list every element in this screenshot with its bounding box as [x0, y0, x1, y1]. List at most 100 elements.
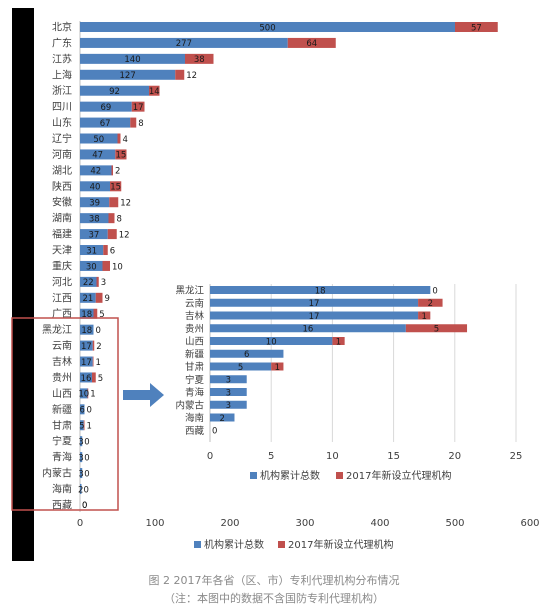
- category-label: 内蒙古: [42, 467, 72, 480]
- data-label-cumulative: 21: [82, 294, 93, 304]
- data-label-cumulative: 0: [212, 427, 217, 437]
- bar-cumulative: [80, 165, 112, 176]
- category-label: 内蒙古: [175, 399, 204, 411]
- bar-new-2017: [93, 308, 98, 319]
- data-label-cumulative: 500: [259, 23, 275, 33]
- bar-cumulative: [80, 483, 82, 494]
- bar-new-2017: [175, 69, 185, 80]
- data-label-cumulative: 2: [220, 414, 225, 424]
- category-label: 云南: [185, 297, 204, 309]
- data-label-new-2017: 38: [194, 55, 205, 65]
- bar-new-2017: [107, 229, 117, 240]
- bar-cumulative: [80, 388, 88, 399]
- data-label-cumulative: 17: [309, 312, 320, 322]
- data-label-cumulative: 2: [78, 485, 83, 495]
- data-label-new-2017: 12: [120, 199, 131, 209]
- bar-cumulative: [80, 436, 83, 447]
- legend-swatch-cumulative: [250, 472, 257, 479]
- bar-cumulative: [210, 400, 247, 409]
- data-label-cumulative: 16: [303, 325, 314, 335]
- category-label: 上海: [52, 68, 72, 81]
- bar-new-2017: [117, 133, 121, 144]
- data-label-cumulative: 3: [78, 469, 83, 479]
- data-label-cumulative: 69: [100, 103, 111, 113]
- data-label-cumulative: 18: [81, 326, 92, 336]
- data-label-cumulative: 22: [83, 278, 94, 288]
- bar-cumulative: [210, 375, 247, 384]
- category-label: 宁夏: [185, 374, 205, 386]
- data-label-new-2017: 57: [471, 23, 482, 33]
- x-tick-label: 15: [387, 451, 400, 462]
- bar-new-2017: [83, 420, 85, 431]
- bar-cumulative: [80, 340, 93, 351]
- data-label-cumulative: 3: [226, 388, 231, 398]
- bar-cumulative: [80, 37, 288, 48]
- data-label-cumulative: 10: [78, 390, 89, 400]
- data-label-new-2017: 1: [87, 422, 92, 432]
- category-label: 青海: [185, 387, 205, 399]
- data-label-cumulative: 0: [82, 501, 87, 511]
- bar-cumulative: [80, 197, 110, 208]
- bar-new-2017: [405, 324, 468, 333]
- data-label-new-2017: 5: [99, 310, 104, 320]
- bar-cumulative: [80, 133, 118, 144]
- data-label-cumulative: 5: [79, 422, 84, 432]
- bar-cumulative: [80, 468, 83, 479]
- data-label-cumulative: 6: [244, 350, 249, 360]
- inset-legend: 机构累计总数 2017年新设立代理机构: [250, 469, 451, 482]
- data-label-new-2017: 5: [434, 325, 439, 335]
- legend-swatch-cumulative: [194, 541, 201, 548]
- bar-new-2017: [185, 53, 214, 64]
- data-label-new-2017: 12: [119, 230, 130, 240]
- bar-cumulative: [210, 311, 419, 320]
- category-label: 黑龙江: [175, 285, 204, 297]
- data-label-cumulative: 31: [86, 246, 97, 256]
- data-label-cumulative: 17: [81, 342, 92, 352]
- legend-label-new-2017: 2017年新设立代理机构: [288, 538, 393, 551]
- data-label-cumulative: 10: [266, 337, 277, 347]
- left-black-strip: [12, 8, 34, 561]
- bar-new-2017: [110, 181, 122, 192]
- bar-new-2017: [111, 165, 113, 176]
- data-label-new-2017: 64: [306, 39, 317, 49]
- data-label-new-2017: 0: [82, 501, 87, 511]
- category-label: 青海: [52, 451, 72, 464]
- category-label: 天津: [52, 245, 72, 257]
- category-label: 浙江: [52, 85, 72, 97]
- highlight-box: [11, 317, 119, 511]
- category-label: 黑龙江: [42, 323, 72, 336]
- data-label-cumulative: 47: [92, 151, 103, 161]
- x-tick-label: 25: [510, 451, 523, 462]
- bar-new-2017: [87, 388, 89, 399]
- bar-cumulative: [210, 362, 272, 371]
- bar-new-2017: [271, 362, 284, 371]
- x-tick-label: 400: [370, 518, 389, 529]
- category-label: 安徽: [52, 196, 72, 209]
- bar-cumulative: [80, 69, 176, 80]
- x-tick-label: 10: [326, 451, 339, 462]
- inset-chart: 黑龙江 18 0云南 17 2吉林 17 1贵州 16 5山西 10 1新疆 6甘肃 5 1宁夏 3青海 3内…: [175, 284, 522, 462]
- data-label-cumulative: 3: [78, 453, 83, 463]
- category-label: 贵州: [52, 371, 72, 384]
- category-label: 新疆: [52, 403, 72, 416]
- legend-label-cumulative: 机构累计总数: [204, 538, 264, 551]
- data-label-cumulative: 67: [100, 119, 111, 129]
- bar-new-2017: [102, 260, 110, 271]
- legend-label-new-2017: 2017年新设立代理机构: [346, 469, 451, 482]
- data-label-new-2017: 9: [105, 294, 110, 304]
- data-label-cumulative: 18: [315, 286, 326, 296]
- bar-cumulative: [80, 356, 93, 367]
- x-tick-label: 0: [207, 451, 213, 462]
- bar-cumulative: [80, 260, 103, 271]
- data-label-cumulative: 30: [86, 262, 97, 272]
- data-label-cumulative: 39: [89, 199, 100, 209]
- x-tick-label: 300: [295, 518, 314, 529]
- bar-cumulative: [80, 149, 116, 160]
- legend-swatch-new-2017: [336, 472, 343, 479]
- category-label: 北京: [52, 21, 72, 34]
- data-label-new-2017: 5: [98, 374, 103, 384]
- bar-cumulative: [80, 85, 149, 96]
- data-label-new-2017: 2: [115, 167, 120, 177]
- bar-cumulative: [80, 181, 110, 192]
